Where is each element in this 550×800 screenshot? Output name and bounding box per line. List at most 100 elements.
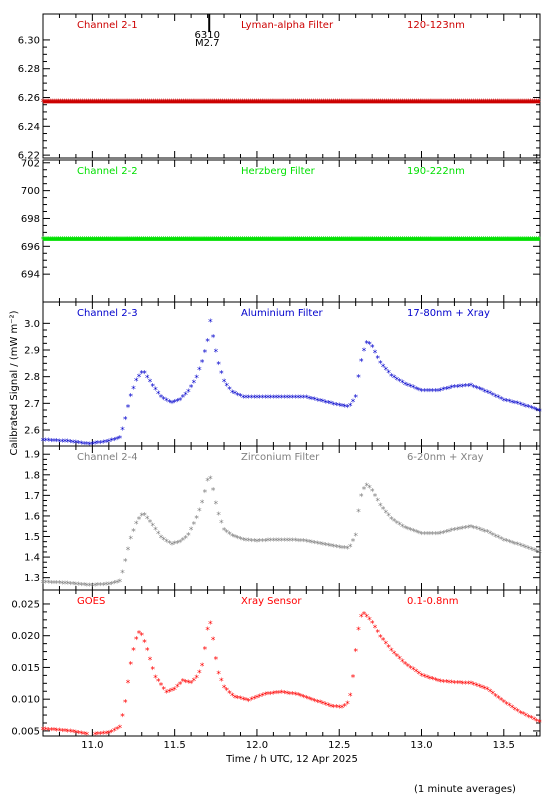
data-point: * [72, 236, 77, 246]
data-point: * [167, 98, 172, 108]
data-point: * [337, 544, 342, 554]
data-point: * [335, 236, 340, 246]
data-point: * [47, 236, 52, 246]
data-point: * [439, 387, 444, 397]
data-point: * [132, 236, 137, 246]
data-point: * [477, 386, 482, 396]
data-point: * [92, 98, 97, 108]
data-point: * [376, 236, 381, 246]
data-point: * [205, 236, 210, 246]
data-point: * [532, 716, 537, 726]
data-point: * [292, 236, 297, 246]
data-point: * [247, 394, 252, 404]
data-point: * [129, 535, 134, 545]
data-point: * [156, 530, 161, 540]
data-point: * [323, 236, 328, 246]
data-point: * [218, 236, 223, 246]
data-point: * [426, 236, 431, 246]
data-point: * [264, 236, 269, 246]
y-tick-label: 1.5 [24, 532, 40, 543]
data-point: * [392, 650, 397, 660]
data-point: * [102, 98, 107, 108]
data-point: * [219, 519, 224, 529]
data-point: * [426, 98, 431, 108]
data-point: * [323, 541, 328, 551]
data-point: * [513, 400, 518, 410]
x-tick-label: 11.0 [81, 740, 103, 751]
panel-band-label: 17-80nm + Xray [407, 308, 490, 319]
data-point: * [165, 236, 170, 246]
data-point: * [348, 543, 353, 553]
data-point: * [524, 544, 529, 554]
data-point: * [194, 374, 199, 384]
data-point: * [167, 688, 172, 698]
data-point: * [420, 236, 425, 246]
data-point: * [469, 236, 474, 246]
data-point: * [489, 236, 494, 246]
data-point: * [331, 236, 336, 246]
panel-3: 2.6 2.7 2.8 2.9 3.0 Channel 2-3 Aluminium Filt… [24, 301, 542, 451]
data-point: * [57, 236, 62, 246]
data-point: * [359, 357, 364, 367]
data-point: * [224, 236, 229, 246]
data-point: * [250, 236, 255, 246]
data-point: * [254, 98, 259, 108]
data-point: * [74, 581, 79, 591]
data-point: * [205, 626, 210, 636]
data-point: * [416, 98, 421, 108]
data-point: * [116, 98, 121, 108]
data-point: * [311, 98, 316, 108]
data-point: * [384, 366, 389, 376]
data-point: * [201, 236, 206, 246]
data-point: * [238, 393, 243, 403]
data-point: * [424, 98, 429, 108]
data-point: * [284, 98, 289, 108]
data-point: * [288, 537, 293, 547]
x-tick-label: 11.5 [164, 740, 186, 751]
data-point: * [507, 98, 512, 108]
data-point: * [351, 236, 356, 246]
data-point: * [279, 689, 284, 699]
data-point: * [502, 537, 507, 547]
data-point: * [139, 98, 144, 108]
data-point: * [430, 236, 435, 246]
data-point: * [363, 98, 368, 108]
data-point: * [474, 525, 479, 535]
data-point: * [384, 98, 389, 108]
data-point: * [94, 98, 99, 108]
data-point: * [326, 542, 331, 552]
data-point: * [82, 236, 87, 246]
data-point: * [107, 581, 112, 591]
data-point: * [46, 579, 51, 589]
data-point: * [92, 236, 97, 246]
data-point: * [120, 426, 125, 436]
data-point: * [515, 400, 520, 410]
y-tick-label: 2.7 [24, 399, 40, 410]
data-point: * [189, 383, 194, 393]
data-point: * [84, 98, 89, 108]
data-point: * [463, 98, 468, 108]
data-point: * [175, 236, 180, 246]
data-point: * [268, 98, 273, 108]
data-point: * [422, 673, 427, 683]
data-point: * [499, 697, 504, 707]
data-point: * [458, 525, 463, 535]
data-point: * [473, 236, 478, 246]
data-point: * [115, 726, 120, 736]
data-point: * [515, 708, 520, 718]
data-point: * [378, 502, 383, 512]
data-point: * [412, 236, 417, 246]
data-point: * [327, 98, 332, 108]
data-point: * [321, 98, 326, 108]
data-point: * [301, 538, 306, 548]
data-point: * [181, 394, 186, 404]
data-point: * [211, 236, 216, 246]
data-point: * [104, 439, 109, 449]
data-point: * [286, 98, 291, 108]
data-point: * [521, 402, 526, 412]
data-point: * [194, 674, 199, 684]
data-point: * [153, 98, 158, 108]
data-point: * [376, 98, 381, 108]
data-point: * [467, 98, 472, 108]
data-point: * [305, 236, 310, 246]
